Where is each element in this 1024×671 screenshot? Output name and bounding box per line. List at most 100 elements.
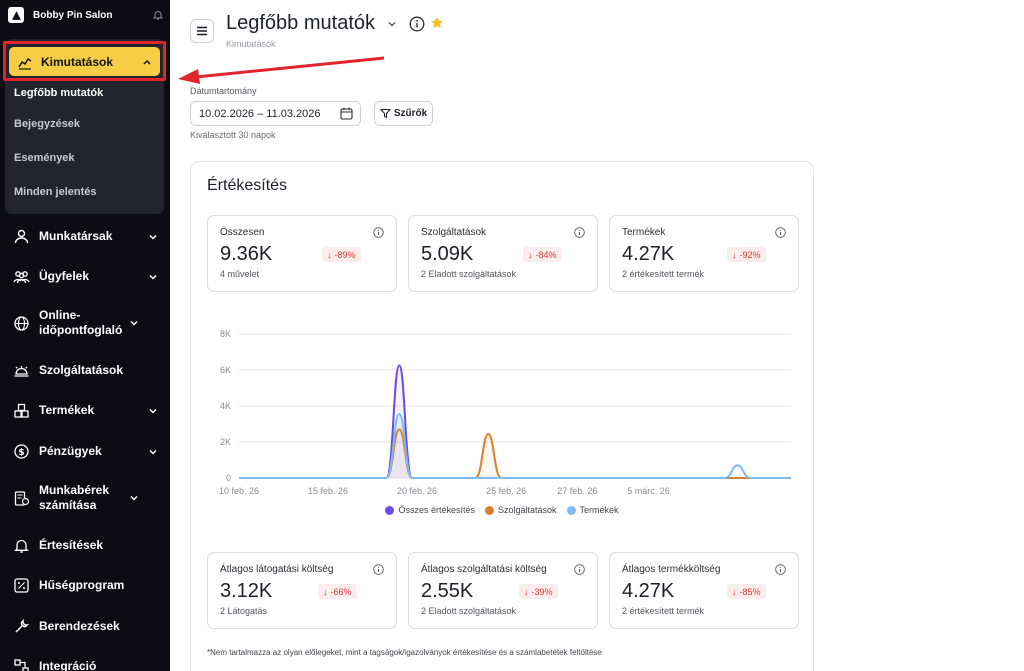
- y-tick-label: 8K: [220, 329, 231, 339]
- x-tick-label: 5 márc. 26: [627, 486, 670, 496]
- users-icon: [13, 271, 30, 284]
- arrow-down-icon: ↓: [327, 249, 332, 260]
- legend-label: Összes értékesítés: [398, 505, 475, 515]
- y-tick-label: 2K: [220, 437, 231, 447]
- menu-toggle-button[interactable]: [190, 19, 214, 43]
- sidebar-item-products[interactable]: Termékek: [13, 402, 158, 419]
- payroll-icon: [14, 490, 30, 506]
- stat-card-avg-visit-cost[interactable]: Átlagos látogatási költség 3.12K ↓ -66% 2…: [207, 552, 397, 629]
- stat-card-services[interactable]: Szolgáltatások 5.09K ↓ -84% 2 Eladott szo…: [408, 215, 598, 292]
- chevron-down-icon[interactable]: [387, 19, 397, 29]
- chevron-down-icon: [130, 321, 138, 326]
- chart-icon: [18, 57, 32, 70]
- stat-description: 2 értékesített termék: [622, 269, 705, 279]
- series-line: [239, 428, 791, 479]
- info-icon[interactable]: [574, 564, 585, 575]
- stat-delta-value: -39%: [531, 586, 553, 597]
- stat-card-avg-service-cost[interactable]: Átlagos szolgáltatási költség 2.55K ↓ -39…: [408, 552, 598, 629]
- info-icon[interactable]: [775, 227, 786, 238]
- sidebar-item-staff[interactable]: Munkatársak: [13, 228, 158, 245]
- info-icon[interactable]: [373, 564, 384, 575]
- sidebar-item-label: Termékek: [39, 403, 95, 417]
- stat-label: Átlagos látogatási költség: [220, 564, 334, 575]
- user-icon: [14, 229, 29, 244]
- stat-card-total[interactable]: Összesen 9.36K ↓ -89% 4 művelet: [207, 215, 397, 292]
- x-tick-label: 25 feb. 26: [486, 486, 526, 496]
- submenu-item-events[interactable]: Események: [14, 152, 75, 164]
- stat-delta-value: -84%: [535, 249, 557, 260]
- info-icon[interactable]: [409, 16, 425, 32]
- breadcrumb[interactable]: Kimutatások: [226, 39, 276, 49]
- stat-description: 2 Látogatás: [220, 606, 268, 616]
- chevron-down-icon: [149, 408, 157, 413]
- submenu-item-all-reports[interactable]: Minden jelentés: [14, 186, 97, 198]
- legend-label: Szolgáltatások: [497, 505, 557, 515]
- stat-delta-badge: ↓ -85%: [727, 584, 766, 599]
- sidebar-item-notifications[interactable]: Értesítések: [13, 537, 158, 554]
- annotation-highlight-frame: [3, 41, 166, 81]
- x-tick-label: 20 feb. 26: [397, 486, 437, 496]
- submenu-item-entries[interactable]: Bejegyzések: [14, 118, 81, 130]
- info-icon[interactable]: [373, 227, 384, 238]
- sidebar-item-label: Berendezések: [39, 619, 120, 633]
- logo-icon: [8, 7, 24, 23]
- chevron-down-icon: [149, 449, 157, 454]
- dollar-icon: $: [14, 444, 29, 459]
- series-area: [239, 365, 791, 478]
- chevron-down-icon: [149, 274, 157, 279]
- sidebar-item-loyalty[interactable]: Hűségprogram: [13, 577, 158, 594]
- sidebar-item-integration[interactable]: Integráció: [13, 658, 158, 671]
- sidebar-item-equipment[interactable]: Berendezések: [13, 618, 158, 635]
- legend-item-products[interactable]: Termékek: [566, 505, 619, 515]
- notification-bell-icon[interactable]: [152, 9, 164, 21]
- chevron-up-icon: [143, 59, 151, 65]
- footnote: *Nem tartalmazza az olyan előlegeket, mi…: [207, 648, 602, 657]
- legend-label: Termékek: [579, 505, 619, 515]
- sidebar-item-clients[interactable]: Ügyfelek: [13, 268, 158, 285]
- sidebar-item-online-booking[interactable]: Online-időpontfoglaló: [13, 308, 158, 338]
- stat-delta-value: -89%: [334, 249, 356, 260]
- date-range-value: 10.02.2026 – 11.03.2026: [199, 107, 321, 120]
- legend-item-services[interactable]: Szolgáltatások: [484, 505, 557, 515]
- stat-delta-badge: ↓ -39%: [519, 584, 558, 599]
- page-title: Legfőbb mutatók: [226, 12, 375, 34]
- x-tick-label: 10 feb. 26: [219, 486, 259, 496]
- sidebar-item-label: Munkatársak: [39, 229, 113, 243]
- stat-value: 5.09K: [421, 243, 474, 265]
- sidebar-item-label: Szolgáltatások: [39, 363, 124, 377]
- stat-card-products[interactable]: Termékek 4.27K ↓ -92% 2 értékesített term…: [609, 215, 799, 292]
- sidebar-item-reports[interactable]: Kimutatások: [9, 47, 160, 76]
- sidebar-item-finance[interactable]: $ Pénzügyek: [13, 443, 158, 460]
- stat-label: Átlagos szolgáltatási költség: [421, 564, 547, 575]
- series-line: [239, 413, 791, 479]
- stat-delta-badge: ↓ -66%: [318, 584, 357, 599]
- favorite-star-icon[interactable]: [430, 16, 444, 30]
- stat-delta-value: -85%: [739, 586, 761, 597]
- filters-button[interactable]: Szűrők: [374, 101, 433, 126]
- info-icon[interactable]: [574, 227, 585, 238]
- submenu-item-key-metrics[interactable]: Legfőbb mutatók: [14, 87, 104, 99]
- info-icon[interactable]: [775, 564, 786, 575]
- series-area: [239, 414, 791, 478]
- brand[interactable]: Bobby Pin Salon: [8, 6, 164, 24]
- sidebar-item-label: Hűségprogram: [39, 578, 125, 592]
- sales-card-title: Értékesítés: [207, 177, 288, 194]
- calendar-icon: [340, 107, 353, 120]
- sidebar-item-services[interactable]: Szolgáltatások: [13, 362, 158, 379]
- date-range-hint: Kiválasztott 30 napok: [190, 130, 276, 140]
- date-range-picker[interactable]: 10.02.2026 – 11.03.2026: [190, 101, 361, 126]
- stat-description: 2 Eladott szolgáltatások: [421, 269, 517, 279]
- legend-dot: [566, 505, 576, 515]
- chart-legend: Összes értékesítés Szolgáltatások Termék…: [191, 505, 813, 515]
- date-range-label: Dátumtartomány: [190, 86, 257, 96]
- stat-value: 4.27K: [622, 243, 675, 265]
- integration-icon: [14, 659, 29, 671]
- stat-description: 2 Eladott szolgáltatások: [421, 606, 517, 616]
- stat-card-avg-product-cost[interactable]: Átlagos termékköltség 4.27K ↓ -85% 2 érté…: [609, 552, 799, 629]
- stat-delta-value: -66%: [330, 586, 352, 597]
- y-tick-label: 0: [226, 473, 231, 483]
- sidebar-item-payroll[interactable]: Munkabérek számítása: [13, 483, 158, 513]
- chevron-down-icon: [130, 496, 138, 501]
- sales-chart[interactable]: 8K 6K 4K 2K 0 10 feb. 26 15 feb. 26 20 feb. 26 2…: [191, 322, 813, 502]
- legend-item-total[interactable]: Összes értékesítés: [385, 505, 475, 515]
